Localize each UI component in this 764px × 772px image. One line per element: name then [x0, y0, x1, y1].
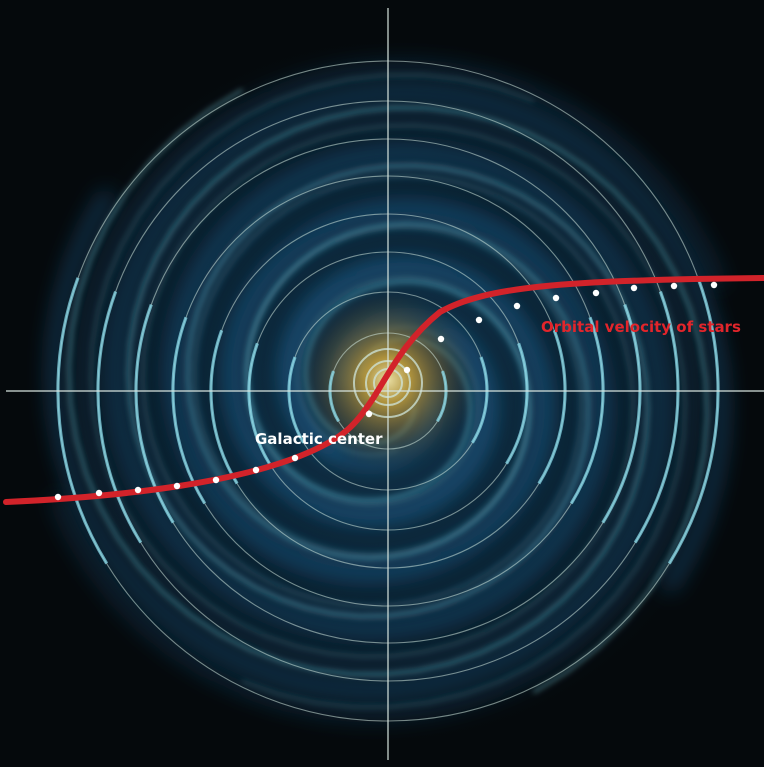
orbit-star-dot [552, 294, 560, 302]
orbit-star-dot [95, 489, 103, 497]
orbital-velocity-label: Orbital velocity of stars [541, 318, 741, 336]
orbit-intersection-dots [54, 281, 718, 501]
orbit-arc-highlight [601, 304, 642, 524]
orbit-star-dot [475, 316, 483, 324]
spiral-arm-streak [90, 74, 635, 658]
orbital-velocity-curve [3, 275, 764, 505]
orbit-arc-highlight [569, 316, 605, 505]
orbit-star-dot [173, 482, 181, 490]
orbit-arc-highlight [247, 342, 271, 465]
spiral-arm-streak [50, 114, 697, 719]
orbit-arc-highlight [537, 329, 567, 485]
orbit-arc-highlight [209, 329, 239, 485]
orbit-star-dot [403, 366, 411, 374]
orbit-star-dot [513, 302, 521, 310]
orbit-arc-highlight [328, 370, 340, 423]
orbit-star-dot [134, 486, 142, 494]
orbit-star-dot [212, 476, 220, 484]
orbit-arc-highlight [96, 291, 143, 544]
orbit-star-dot [437, 335, 445, 343]
orbit-star-dot [365, 410, 373, 418]
spiral-arm-streak [141, 124, 686, 708]
orbit-arc-highlight [56, 277, 109, 565]
spiral-arms [47, 63, 729, 719]
orbit-arc-highlight [633, 291, 680, 544]
orbit-arc-highlight [134, 304, 175, 524]
orbit-arc-highlight [436, 370, 448, 423]
orbit-arc-highlight [287, 356, 305, 444]
orbit-arc-highlight [471, 356, 489, 444]
orbit-star-dot [710, 281, 718, 289]
orbit-star-dot [291, 454, 299, 462]
orbit-arc-highlight [505, 342, 529, 465]
orbit-star-dot [592, 289, 600, 297]
orbit-arc-highlight [667, 277, 720, 565]
spiral-arm-streak [79, 63, 726, 668]
orbit-star-dot [670, 282, 678, 290]
galactic-center-label: Galactic center [255, 430, 383, 448]
orbit-star-dot [54, 493, 62, 501]
orbit-star-dot [630, 284, 638, 292]
orbit-star-dot [252, 466, 260, 474]
